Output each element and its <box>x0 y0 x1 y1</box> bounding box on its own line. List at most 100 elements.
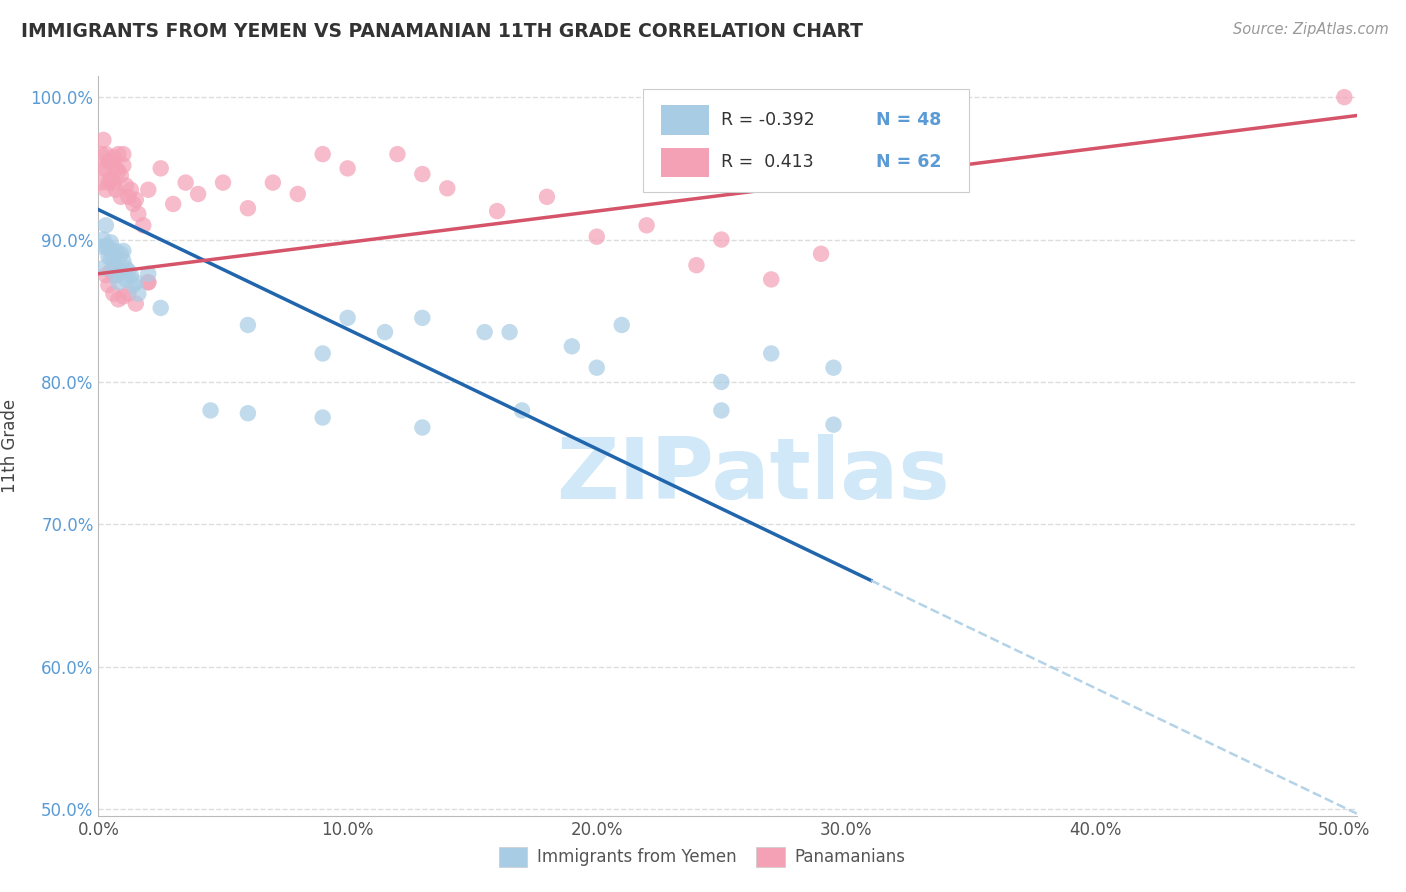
Point <box>823 417 845 432</box>
Point <box>117 264 139 278</box>
Text: R = -0.392: R = -0.392 <box>721 112 815 129</box>
Y-axis label: 11th Grade: 11th Grade <box>1 399 20 493</box>
Point <box>120 268 142 282</box>
Point <box>125 275 148 289</box>
Point <box>710 233 733 247</box>
Point <box>387 147 409 161</box>
Point <box>114 272 136 286</box>
Point <box>636 219 658 233</box>
Point <box>104 244 127 258</box>
Point <box>104 268 127 282</box>
Point <box>93 233 115 247</box>
Text: Source: ZipAtlas.com: Source: ZipAtlas.com <box>1233 22 1389 37</box>
Point <box>90 176 112 190</box>
Point <box>212 176 235 190</box>
Point <box>761 272 783 286</box>
FancyBboxPatch shape <box>644 89 969 192</box>
Point <box>336 310 359 325</box>
Point <box>287 186 309 201</box>
Point <box>112 289 135 303</box>
Point <box>103 286 125 301</box>
Point <box>120 183 142 197</box>
Point <box>100 251 122 265</box>
Point <box>561 339 583 353</box>
Point <box>761 346 783 360</box>
Point <box>127 286 149 301</box>
Point <box>100 235 122 250</box>
Point <box>127 207 149 221</box>
Point <box>97 154 120 169</box>
Point <box>236 318 259 332</box>
Point <box>810 247 832 261</box>
Point <box>114 260 136 275</box>
Point <box>685 258 707 272</box>
Point <box>94 183 117 197</box>
Point <box>312 147 335 161</box>
Text: Immigrants from Yemen: Immigrants from Yemen <box>537 848 737 866</box>
Point <box>117 190 139 204</box>
Point <box>411 420 433 434</box>
Point <box>312 410 335 425</box>
Point <box>114 178 136 193</box>
Text: IMMIGRANTS FROM YEMEN VS PANAMANIAN 11TH GRADE CORRELATION CHART: IMMIGRANTS FROM YEMEN VS PANAMANIAN 11TH… <box>21 22 863 41</box>
Point <box>97 250 120 264</box>
Point <box>125 296 148 310</box>
Point <box>93 133 115 147</box>
Point <box>93 260 115 275</box>
Point <box>411 310 433 325</box>
Point <box>90 240 112 254</box>
Point <box>112 244 135 258</box>
Bar <box>661 105 709 135</box>
Point <box>162 197 184 211</box>
Point <box>585 360 607 375</box>
Point <box>585 229 607 244</box>
Point <box>125 193 148 207</box>
Point <box>117 286 139 301</box>
Point <box>374 325 396 339</box>
Point <box>136 267 159 281</box>
Point <box>136 275 159 289</box>
Point <box>610 318 633 332</box>
Point <box>200 403 222 417</box>
Point <box>236 406 259 420</box>
Point <box>823 360 845 375</box>
Point <box>100 264 122 278</box>
Point <box>710 403 733 417</box>
Point <box>710 375 733 389</box>
Point <box>103 250 125 264</box>
Point <box>103 260 125 275</box>
Text: R =  0.413: R = 0.413 <box>721 153 814 171</box>
Point <box>122 197 145 211</box>
Point <box>94 268 117 282</box>
Point <box>104 268 127 282</box>
Point <box>110 265 132 279</box>
Bar <box>661 148 709 178</box>
Point <box>94 161 117 176</box>
Point <box>1333 90 1355 104</box>
Point <box>97 240 120 254</box>
Point <box>149 161 172 176</box>
Point <box>110 247 132 261</box>
Text: ZIPatlas: ZIPatlas <box>555 434 949 517</box>
Point <box>103 150 125 164</box>
Point <box>174 176 197 190</box>
Point <box>97 278 120 293</box>
Point <box>486 204 509 219</box>
Point <box>94 147 117 161</box>
Point <box>107 164 129 178</box>
Point <box>112 159 135 173</box>
Point <box>312 346 335 360</box>
Point <box>97 176 120 190</box>
Point <box>236 201 259 215</box>
Point <box>93 161 115 176</box>
Point <box>498 325 520 339</box>
Point <box>510 403 533 417</box>
Point <box>110 169 132 183</box>
Point <box>104 161 127 176</box>
Text: N = 48: N = 48 <box>876 112 942 129</box>
Point <box>132 219 155 233</box>
Point <box>100 154 122 169</box>
Point <box>436 181 458 195</box>
Point <box>149 301 172 315</box>
Point <box>136 275 159 289</box>
